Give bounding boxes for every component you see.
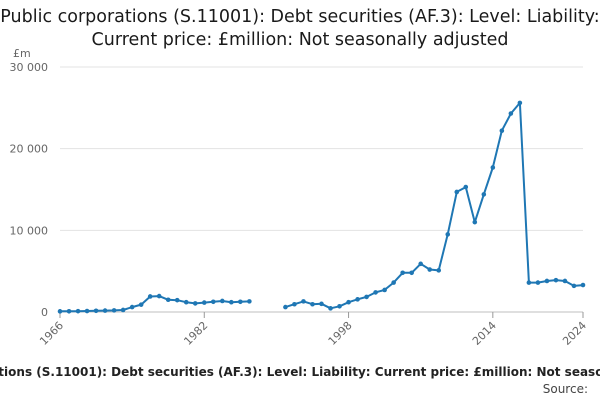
data-point[interactable]: [571, 283, 577, 289]
line-chart: 0 10 000 20 000 30 000 1966 1982 1998 2014 2024…: [10, 47, 590, 348]
data-point[interactable]: [418, 261, 423, 267]
data-point[interactable]: [490, 165, 496, 170]
data-point[interactable]: [111, 308, 117, 313]
y-tick-label: 30 000: [10, 61, 49, 74]
data-point[interactable]: [201, 300, 207, 305]
data-point[interactable]: [427, 267, 433, 272]
data-point[interactable]: [409, 270, 414, 276]
data-point[interactable]: [301, 299, 306, 304]
data-point[interactable]: [120, 307, 126, 313]
data-point[interactable]: [75, 308, 81, 314]
data-point[interactable]: [436, 268, 442, 273]
chart-caption: Public corporations (S.11001): Debt secu…: [0, 365, 600, 379]
data-point[interactable]: [292, 301, 297, 307]
data-point[interactable]: [454, 189, 460, 195]
series-line: [285, 101, 584, 310]
data-point[interactable]: [553, 277, 559, 283]
data-point[interactable]: [129, 304, 135, 310]
y-tick-label: 0: [41, 306, 48, 319]
data-point[interactable]: [355, 297, 360, 302]
data-point[interactable]: [382, 287, 387, 293]
x-tick-label: 2024: [560, 319, 589, 348]
data-point[interactable]: [174, 297, 180, 303]
data-point[interactable]: [544, 278, 550, 284]
chart-source: Source:: [542, 382, 588, 396]
data-point[interactable]: [57, 309, 63, 314]
data-point[interactable]: [337, 303, 342, 309]
data-point[interactable]: [220, 298, 225, 304]
data-point[interactable]: [93, 308, 99, 314]
x-tick-label: 2014: [470, 319, 499, 348]
data-point[interactable]: [210, 299, 216, 305]
x-tick-label: 1982: [181, 319, 210, 348]
chart-footer: Public corporations (S.11001): Debt secu…: [0, 364, 600, 400]
data-point[interactable]: [472, 219, 478, 225]
data-point[interactable]: [147, 294, 153, 299]
data-point[interactable]: [238, 299, 243, 305]
data-point[interactable]: [481, 192, 487, 197]
data-point[interactable]: [283, 304, 288, 310]
series-line: [60, 295, 250, 313]
data-point[interactable]: [319, 301, 324, 307]
data-point[interactable]: [102, 308, 108, 313]
data-point[interactable]: [165, 297, 171, 303]
data-point[interactable]: [183, 299, 189, 305]
data-point[interactable]: [535, 280, 541, 285]
data-point[interactable]: [156, 293, 162, 299]
data-point[interactable]: [192, 301, 198, 306]
data-point[interactable]: [517, 100, 523, 106]
data-point[interactable]: [247, 299, 252, 304]
data-point[interactable]: [445, 232, 451, 237]
data-point[interactable]: [364, 294, 369, 300]
data-point[interactable]: [66, 308, 72, 314]
data-point[interactable]: [138, 302, 144, 307]
y-axis-unit-label: £m: [13, 47, 31, 60]
data-point[interactable]: [400, 270, 405, 276]
x-axis: 1966 1982 1998 2014 2024: [37, 312, 589, 348]
chart-title: Public corporations (S.11001): Debt secu…: [0, 7, 600, 50]
series-points: [57, 100, 586, 314]
y-tick-label: 10 000: [10, 224, 49, 237]
data-point[interactable]: [310, 301, 315, 307]
data-point[interactable]: [562, 278, 568, 284]
data-point[interactable]: [373, 290, 378, 295]
data-point[interactable]: [499, 128, 505, 133]
y-tick-label: 20 000: [10, 143, 49, 156]
data-point[interactable]: [580, 282, 586, 288]
data-point[interactable]: [328, 306, 333, 311]
x-tick-label: 1966: [37, 319, 66, 348]
gridlines: [60, 66, 583, 313]
data-point[interactable]: [229, 299, 234, 305]
data-point[interactable]: [346, 299, 351, 305]
series-lines: [60, 101, 584, 313]
data-point[interactable]: [526, 280, 532, 285]
data-point[interactable]: [391, 280, 396, 285]
data-point[interactable]: [508, 111, 514, 116]
data-point[interactable]: [84, 308, 90, 314]
x-tick-label: 1998: [326, 319, 355, 348]
data-point[interactable]: [463, 184, 469, 190]
y-axis-tick-labels: 0 10 000 20 000 30 000: [10, 61, 49, 319]
